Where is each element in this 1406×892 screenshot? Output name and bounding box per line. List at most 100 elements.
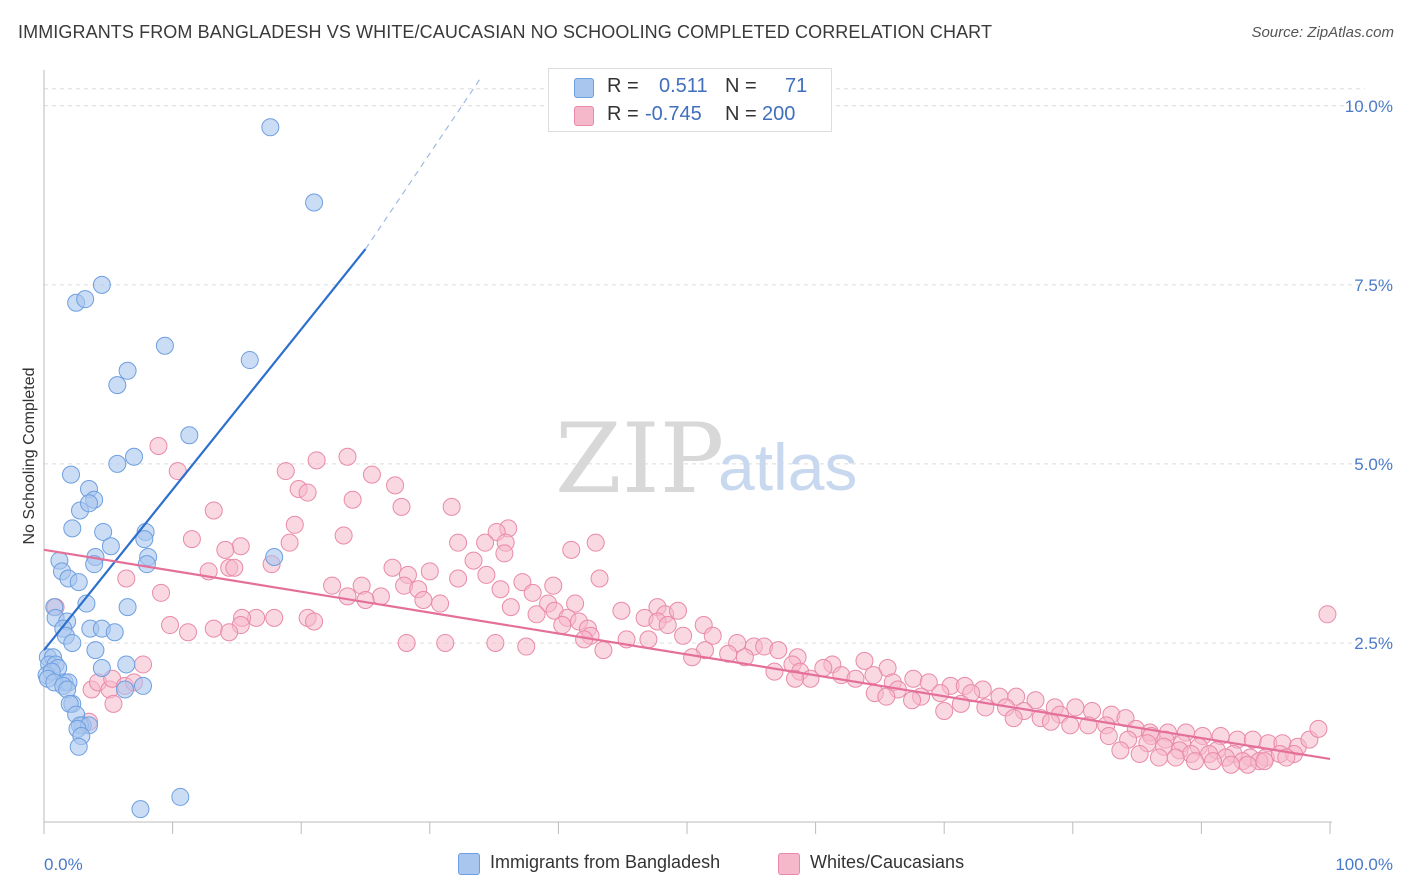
stats-r-value-2: -0.745 — [645, 103, 702, 125]
y-tick-label-3: 10.0% — [1345, 97, 1393, 116]
bangladesh-point-59 — [116, 680, 135, 699]
chart-title: IMMIGRANTS FROM BANGLADESH VS WHITE/CAUC… — [18, 22, 993, 42]
whites-point-84 — [674, 626, 693, 645]
bangladesh-trend-extension — [365, 76, 482, 250]
whites-point-24 — [216, 540, 235, 559]
bangladesh-point-41 — [63, 633, 82, 652]
whites-point-55 — [566, 594, 585, 613]
whites-point-2 — [307, 451, 326, 470]
bangladesh-point-6 — [240, 351, 259, 370]
whites-point-17 — [182, 530, 201, 549]
series-whites-points — [46, 437, 1337, 774]
series-bangladesh-points — [37, 118, 324, 819]
whites-point-128 — [903, 691, 922, 710]
bangladesh-point-68 — [69, 737, 88, 756]
bangladesh-point-57 — [134, 676, 153, 695]
bangladesh-point-16 — [80, 494, 99, 513]
whites-point-78 — [179, 623, 198, 642]
whites-point-140 — [1004, 709, 1023, 728]
bangladesh-point-4 — [76, 290, 95, 309]
whites-trend-line — [43, 548, 1331, 761]
bangladesh-point-9 — [180, 426, 199, 445]
bangladesh-point-33 — [77, 594, 96, 613]
whites-point-182 — [1149, 748, 1168, 767]
whites-point-114 — [904, 669, 923, 688]
whites-point-47 — [152, 583, 171, 602]
y-tick-label-2: 7.5% — [1354, 276, 1393, 295]
whites-point-41 — [323, 576, 342, 595]
y-tick-label-1: 5.0% — [1354, 455, 1393, 474]
bangladesh-point-11 — [125, 447, 144, 466]
whites-point-103 — [855, 651, 874, 670]
bangladesh-point-69 — [171, 787, 190, 806]
bangladesh-point-30 — [69, 573, 88, 592]
whites-point-127 — [1026, 691, 1045, 710]
whites-point-37 — [449, 569, 468, 588]
whites-point-51 — [414, 590, 433, 609]
stats-r-value-1: 0.511 — [659, 75, 708, 97]
whites-point-56 — [612, 601, 631, 620]
bangladesh-point-51 — [92, 659, 111, 678]
watermark-atlas: atlas — [718, 430, 857, 504]
whites-point-159 — [1318, 605, 1337, 624]
legend-label-bangladesh: Immigrants from Bangladesh — [490, 852, 721, 872]
whites-point-27 — [464, 551, 483, 570]
stats-n-value-2: 200 — [762, 103, 796, 125]
bangladesh-point-12 — [62, 465, 81, 484]
trend-lines — [43, 76, 1331, 761]
y-tick-labels: 2.5% 5.0% 7.5% 10.0% — [1345, 97, 1393, 653]
whites-point-180 — [1111, 741, 1130, 760]
whites-point-1 — [149, 437, 168, 455]
bangladesh-point-26 — [265, 548, 284, 567]
whites-point-67 — [658, 616, 677, 635]
whites-point-9 — [386, 476, 405, 495]
whites-point-32 — [383, 558, 402, 577]
whites-point-48 — [338, 587, 357, 606]
x-tick-labels: 0.0% 100.0% — [44, 855, 1393, 874]
bangladesh-point-50 — [117, 655, 136, 674]
whites-point-74 — [161, 616, 180, 635]
whites-point-26 — [495, 544, 514, 563]
whites-point-12 — [442, 497, 461, 516]
stats-n-value-1: 71 — [785, 75, 808, 97]
whites-point-98 — [517, 637, 536, 656]
stats-n-label-1: N = — [725, 75, 757, 97]
whites-point-170 — [1099, 727, 1118, 746]
stats-r-label-1: R = — [607, 75, 639, 97]
bangladesh-point-21 — [135, 530, 154, 549]
whites-point-60 — [527, 605, 546, 624]
bangladesh-point-28 — [137, 555, 156, 574]
whites-point-18 — [231, 537, 250, 556]
whites-point-52 — [431, 594, 450, 613]
whites-point-184 — [1185, 752, 1204, 771]
bangladesh-point-44 — [86, 641, 105, 660]
source-label: Source: ZipAtlas.com — [1251, 24, 1394, 41]
bangladesh-point-17 — [63, 519, 82, 538]
whites-point-99 — [436, 633, 455, 652]
whites-point-33 — [420, 562, 439, 581]
whites-point-10 — [204, 501, 223, 520]
y-axis-label: No Schooling Completed — [21, 368, 38, 545]
whites-point-141 — [935, 701, 954, 720]
stats-r-label-2: R = — [607, 103, 639, 125]
axes — [43, 70, 1332, 834]
whites-point-109 — [846, 669, 865, 688]
whites-point-0 — [338, 447, 357, 466]
whites-point-121 — [877, 687, 896, 706]
whites-point-92 — [735, 648, 754, 667]
bangladesh-point-70 — [131, 800, 150, 819]
whites-point-40 — [117, 569, 136, 588]
x-tick-label-1: 100.0% — [1335, 855, 1393, 874]
whites-point-45 — [523, 583, 542, 602]
legend-label-whites: Whites/Caucasians — [810, 852, 965, 872]
bangladesh-point-7 — [118, 361, 137, 380]
whites-point-15 — [285, 515, 304, 534]
bangladesh-point-39 — [105, 623, 124, 642]
bangladesh-point-8 — [108, 376, 127, 395]
whites-point-115 — [919, 673, 938, 692]
whites-point-158 — [1309, 719, 1328, 738]
watermark: ZIP atlas — [555, 403, 857, 515]
whites-point-181 — [1130, 744, 1149, 763]
bangladesh-trend-line — [43, 248, 367, 651]
